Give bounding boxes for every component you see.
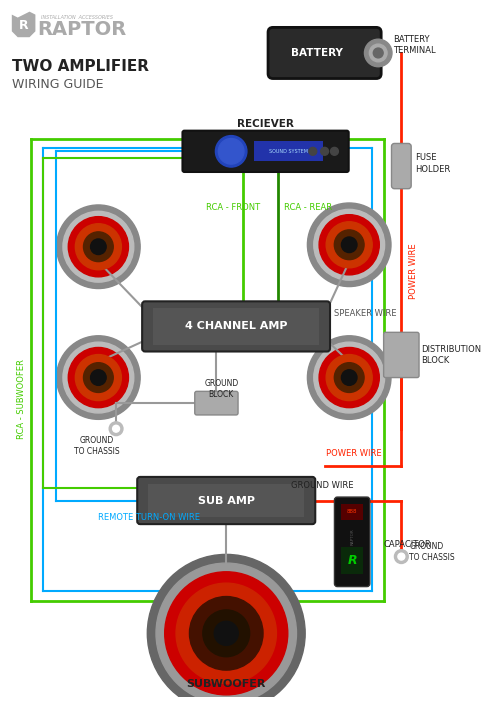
Circle shape [57, 205, 140, 288]
Text: BATTERY: BATTERY [291, 48, 343, 58]
Circle shape [321, 148, 329, 155]
Circle shape [326, 221, 372, 268]
Circle shape [190, 597, 263, 670]
Circle shape [218, 138, 244, 164]
Circle shape [314, 209, 385, 280]
Circle shape [319, 347, 379, 408]
FancyBboxPatch shape [182, 131, 349, 172]
Circle shape [365, 39, 392, 67]
Text: RCA - FRONT: RCA - FRONT [206, 203, 260, 212]
Text: GROUND WIRE: GROUND WIRE [291, 482, 354, 490]
Text: SUB AMP: SUB AMP [198, 496, 255, 505]
Circle shape [330, 148, 338, 155]
Text: SUBWOOFER: SUBWOOFER [187, 680, 266, 690]
Circle shape [214, 621, 238, 645]
Circle shape [326, 354, 372, 401]
Text: TWO AMPLIFIER: TWO AMPLIFIER [12, 59, 149, 75]
Text: 888: 888 [347, 510, 357, 515]
Circle shape [165, 572, 288, 695]
Polygon shape [12, 12, 36, 37]
Circle shape [113, 425, 120, 432]
Circle shape [109, 422, 123, 436]
Bar [254, 141, 323, 161]
Circle shape [203, 610, 249, 657]
Circle shape [68, 347, 128, 408]
Circle shape [398, 553, 405, 560]
Circle shape [90, 370, 106, 385]
Text: RCA - SUBWOOFER: RCA - SUBWOOFER [17, 359, 26, 439]
Text: GROUND
TO CHASSIS: GROUND TO CHASSIS [409, 541, 455, 562]
Text: DISTRIBUTION
BLOCK: DISTRIBUTION BLOCK [421, 344, 481, 366]
FancyBboxPatch shape [334, 497, 370, 586]
Text: CAPACITOR: CAPACITOR [384, 541, 431, 549]
FancyBboxPatch shape [142, 302, 330, 352]
Text: WIRING GUIDE: WIRING GUIDE [12, 78, 103, 91]
Circle shape [307, 203, 391, 287]
Bar [153, 308, 319, 344]
FancyBboxPatch shape [392, 143, 411, 188]
FancyBboxPatch shape [195, 392, 238, 415]
Circle shape [307, 336, 391, 420]
Circle shape [83, 232, 113, 262]
Circle shape [68, 217, 128, 277]
Circle shape [83, 363, 113, 392]
Circle shape [215, 136, 247, 167]
Text: FUSE
HOLDER: FUSE HOLDER [415, 153, 451, 174]
Text: SOUND SYSTEM: SOUND SYSTEM [269, 149, 308, 154]
Text: RAPTOR: RAPTOR [350, 529, 354, 546]
Circle shape [319, 214, 379, 275]
Text: RCA - REAR: RCA - REAR [284, 203, 332, 212]
Circle shape [370, 44, 387, 62]
FancyBboxPatch shape [384, 333, 419, 378]
Text: BATTERY
TERMINAL: BATTERY TERMINAL [393, 34, 436, 56]
Circle shape [334, 230, 364, 259]
FancyBboxPatch shape [268, 27, 381, 79]
Circle shape [57, 336, 140, 420]
Circle shape [156, 563, 296, 703]
Text: RECIEVER: RECIEVER [237, 119, 294, 129]
Circle shape [63, 212, 134, 282]
Text: POWER WIRE: POWER WIRE [327, 449, 382, 458]
Circle shape [334, 363, 364, 392]
Text: 4 CHANNEL AMP: 4 CHANNEL AMP [185, 321, 288, 331]
FancyBboxPatch shape [137, 477, 315, 524]
Circle shape [373, 48, 383, 58]
Circle shape [147, 555, 305, 703]
Text: R: R [347, 554, 357, 567]
Text: GROUND
TO CHASSIS: GROUND TO CHASSIS [74, 437, 119, 456]
Circle shape [90, 239, 106, 254]
Circle shape [63, 342, 134, 413]
Text: POWER WIRE: POWER WIRE [409, 243, 418, 299]
Bar [148, 484, 304, 517]
Circle shape [76, 354, 122, 401]
Circle shape [341, 237, 357, 252]
Text: INSTALLATION  ACCESSORIES: INSTALLATION ACCESSORIES [41, 15, 113, 20]
Text: R: R [19, 19, 29, 32]
Circle shape [76, 224, 122, 270]
Bar [341, 547, 363, 574]
Text: GROUND
BLOCK: GROUND BLOCK [204, 380, 239, 399]
Text: SPEAKER WIRE: SPEAKER WIRE [334, 309, 397, 318]
Circle shape [176, 583, 277, 683]
Circle shape [314, 342, 385, 413]
Text: REMOTE TURN-ON WIRE: REMOTE TURN-ON WIRE [98, 512, 201, 522]
Circle shape [309, 148, 317, 155]
Bar [341, 504, 363, 520]
Circle shape [341, 370, 357, 385]
Text: RAPTOR: RAPTOR [38, 20, 126, 39]
Circle shape [394, 550, 408, 564]
